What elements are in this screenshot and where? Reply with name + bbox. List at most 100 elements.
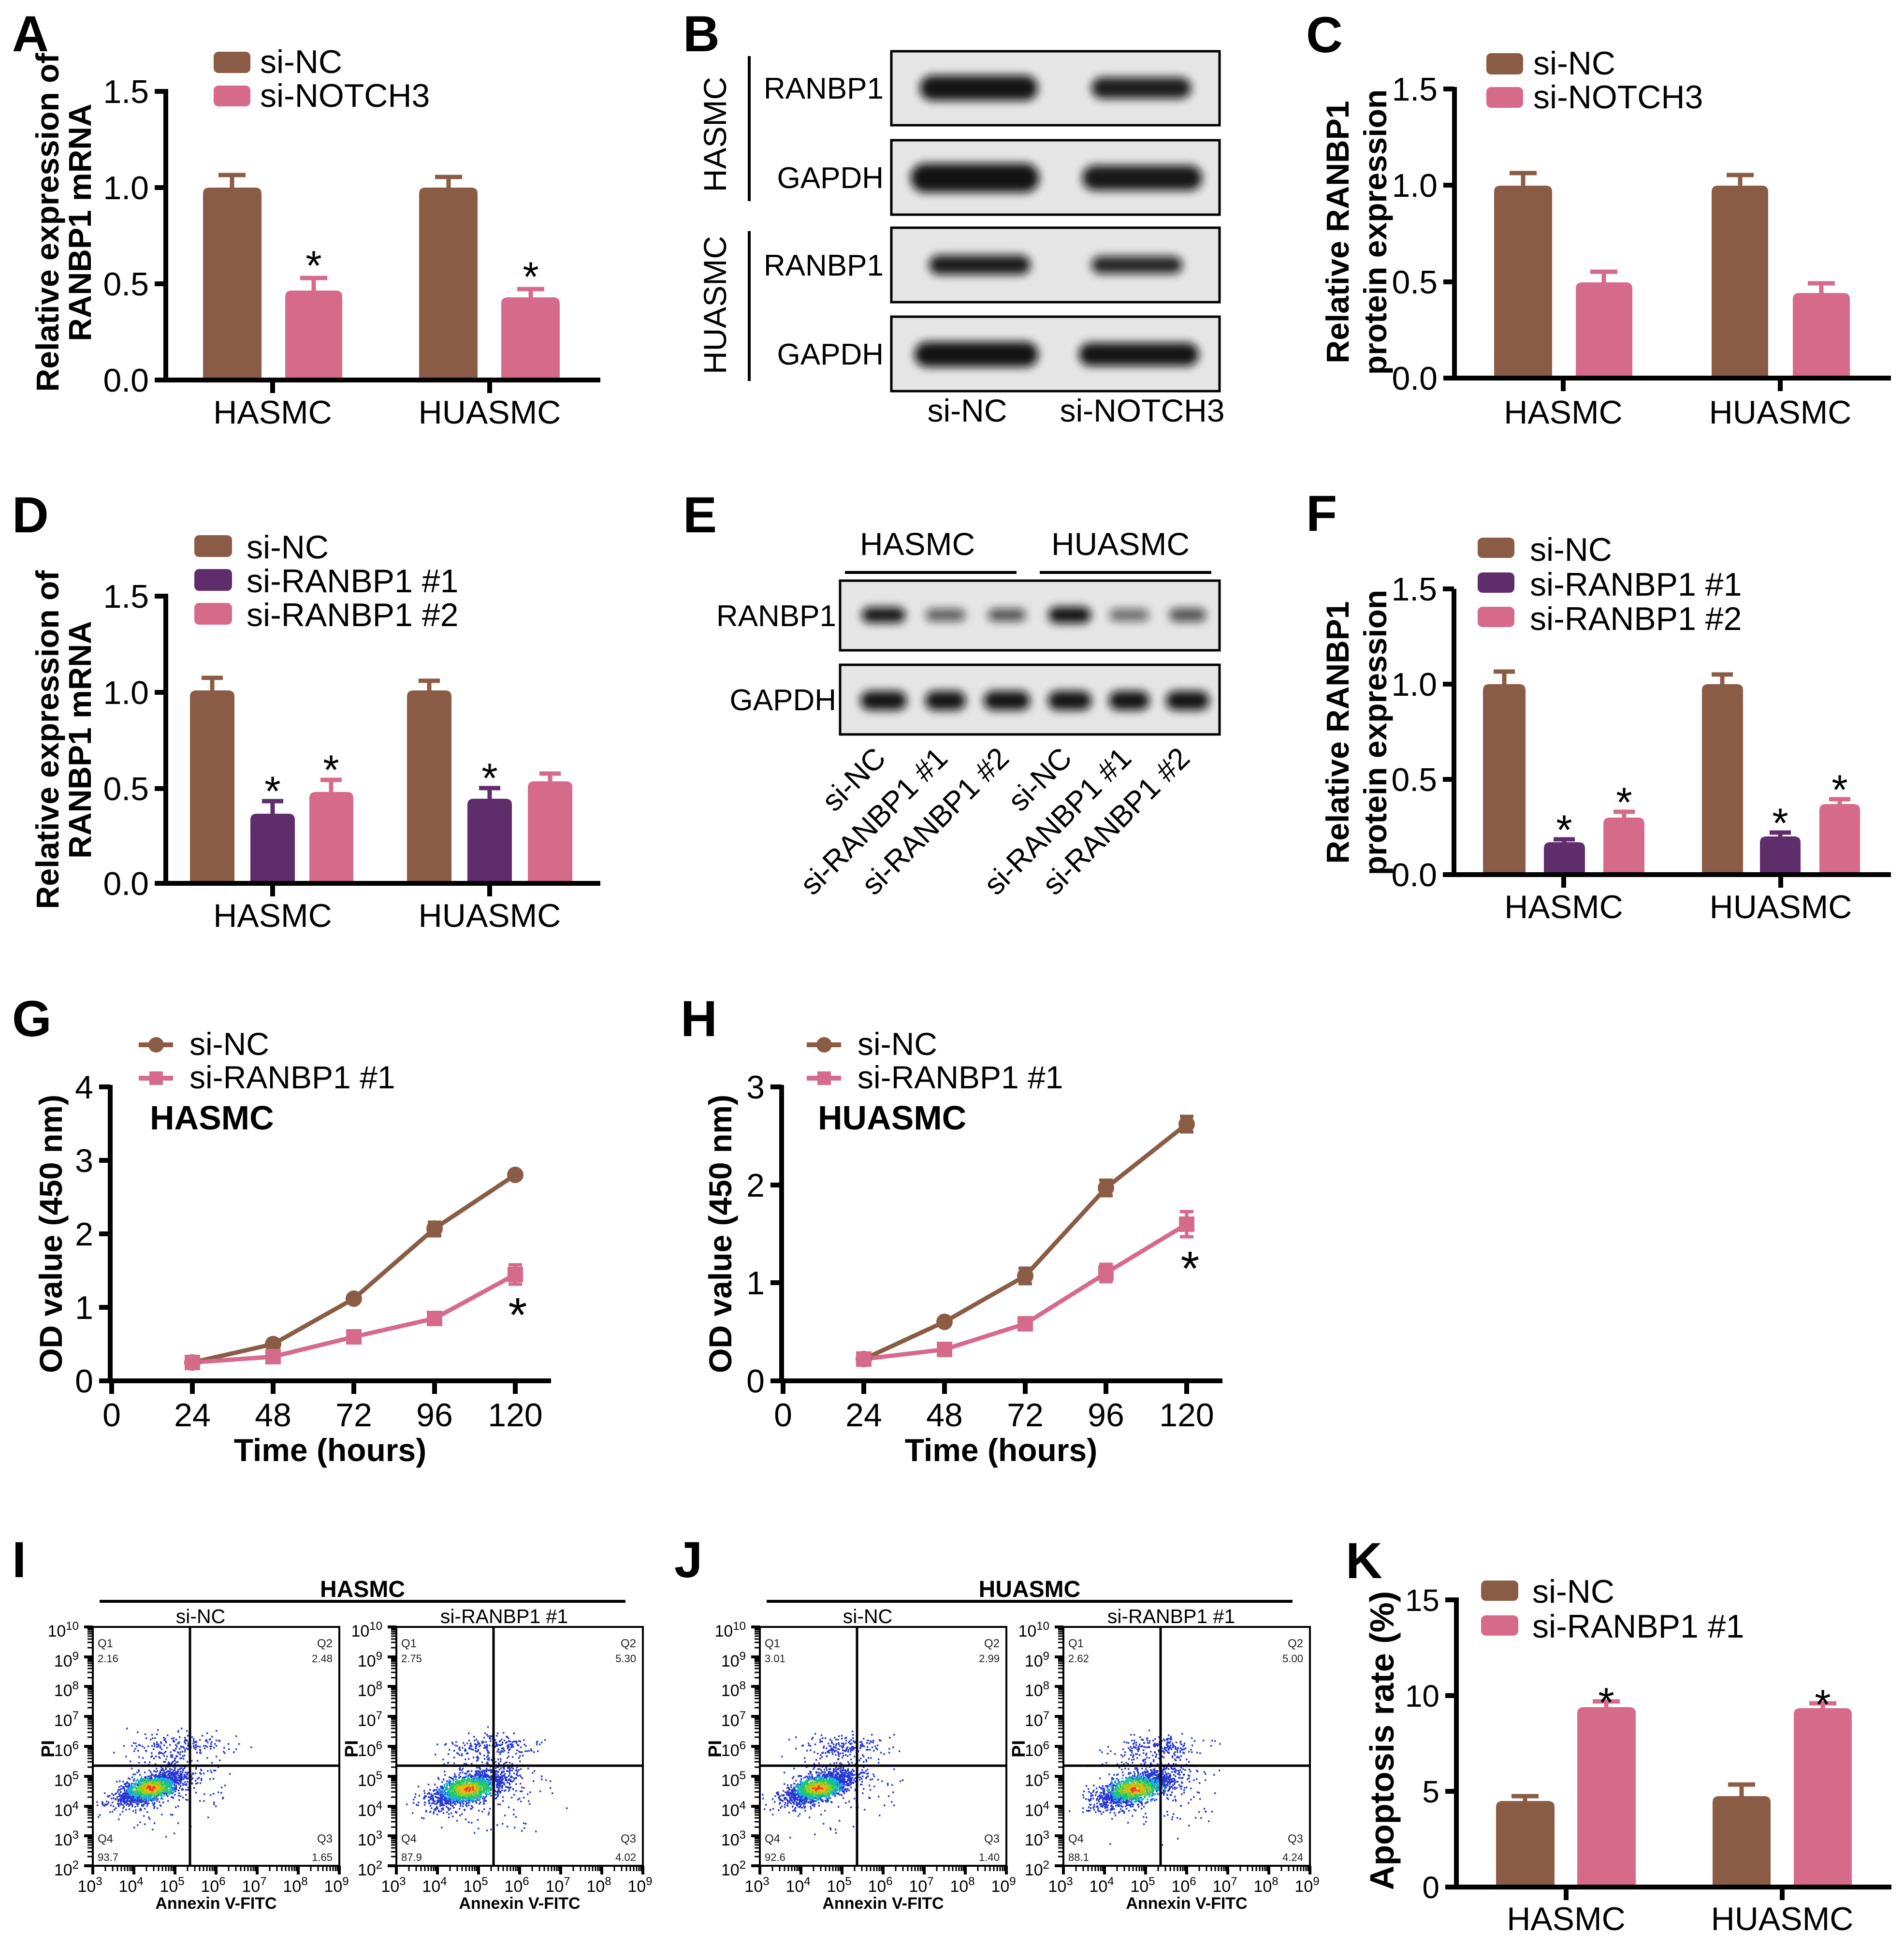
svg-text:2.48: 2.48 xyxy=(312,1653,333,1665)
svg-text:Q4: Q4 xyxy=(765,1832,780,1845)
svg-text:G: G xyxy=(12,991,52,1047)
svg-text:I: I xyxy=(12,1532,26,1588)
svg-text:108: 108 xyxy=(721,1679,746,1700)
svg-text:1.65: 1.65 xyxy=(312,1851,333,1863)
svg-text:1.0: 1.0 xyxy=(1391,666,1437,703)
svg-text:107: 107 xyxy=(54,1709,79,1730)
svg-text:H: H xyxy=(681,991,717,1047)
svg-text:PI: PI xyxy=(342,1740,362,1757)
svg-text:96: 96 xyxy=(1088,1397,1124,1434)
svg-text:1.5: 1.5 xyxy=(103,578,149,615)
svg-text:106: 106 xyxy=(358,1739,382,1760)
svg-text:J: J xyxy=(674,1532,702,1588)
svg-text:1.40: 1.40 xyxy=(979,1851,1000,1863)
svg-text:Relative expression of: Relative expression of xyxy=(29,53,65,392)
svg-text:Time (hours): Time (hours) xyxy=(905,1432,1097,1468)
svg-text:3: 3 xyxy=(75,1142,93,1179)
svg-text:si-RANBP1 #1: si-RANBP1 #1 xyxy=(858,1059,1063,1095)
svg-text:108: 108 xyxy=(1025,1679,1049,1700)
svg-text:102: 102 xyxy=(54,1859,79,1879)
svg-text:PI: PI xyxy=(705,1740,726,1757)
svg-text:0.0: 0.0 xyxy=(1391,857,1437,893)
svg-text:0: 0 xyxy=(102,1397,121,1434)
svg-text:RANBP1 mRNA: RANBP1 mRNA xyxy=(62,621,98,858)
svg-text:103: 103 xyxy=(358,1829,382,1849)
svg-text:HASMC: HASMC xyxy=(213,394,332,431)
svg-text:108: 108 xyxy=(358,1679,382,1700)
svg-text:104: 104 xyxy=(358,1799,382,1820)
svg-text:2.75: 2.75 xyxy=(401,1653,422,1665)
svg-text:PI: PI xyxy=(1009,1740,1029,1757)
svg-text:si-NC: si-NC xyxy=(1532,1573,1614,1610)
svg-text:Annexin V-FITC: Annexin V-FITC xyxy=(822,1894,944,1913)
svg-text:protein expression: protein expression xyxy=(1357,590,1393,876)
svg-text:RANBP1 mRNA: RANBP1 mRNA xyxy=(62,103,98,341)
svg-text:si-RANBP1 #2: si-RANBP1 #2 xyxy=(247,597,458,633)
svg-text:Q3: Q3 xyxy=(317,1832,333,1845)
svg-text:HASMC: HASMC xyxy=(150,1099,274,1137)
svg-text:106: 106 xyxy=(1025,1739,1049,1760)
svg-text:0: 0 xyxy=(746,1363,765,1400)
svg-text:si-NC: si-NC xyxy=(843,1605,892,1627)
svg-text:protein expression: protein expression xyxy=(1357,89,1393,375)
svg-text:*: * xyxy=(1831,767,1847,813)
svg-text:Apoptosis rate (%): Apoptosis rate (%) xyxy=(1363,1591,1401,1890)
svg-text:93.7: 93.7 xyxy=(98,1851,118,1863)
svg-text:102: 102 xyxy=(1025,1859,1049,1879)
svg-text:0.0: 0.0 xyxy=(103,865,149,902)
svg-text:RANBP1: RANBP1 xyxy=(764,72,884,105)
svg-text:103: 103 xyxy=(1048,1875,1073,1896)
svg-text:HUASMC: HUASMC xyxy=(818,1099,966,1137)
svg-text:*: * xyxy=(264,768,280,815)
svg-text:HUASMC: HUASMC xyxy=(697,236,733,374)
svg-text:102: 102 xyxy=(358,1859,382,1879)
svg-text:107: 107 xyxy=(358,1709,382,1730)
svg-text:Time (hours): Time (hours) xyxy=(234,1432,426,1468)
svg-text:2.16: 2.16 xyxy=(98,1653,118,1665)
svg-text:si-NOTCH3: si-NOTCH3 xyxy=(260,77,430,114)
svg-text:si-NC: si-NC xyxy=(928,393,1007,428)
svg-text:4.02: 4.02 xyxy=(615,1851,636,1863)
svg-text:1010: 1010 xyxy=(714,1620,746,1640)
svg-text:HUASMC: HUASMC xyxy=(1710,889,1852,925)
svg-text:*: * xyxy=(305,243,321,289)
svg-text:102: 102 xyxy=(721,1859,746,1879)
svg-text:Q1: Q1 xyxy=(98,1637,113,1650)
svg-text:0: 0 xyxy=(1422,1870,1439,1905)
svg-text:1.0: 1.0 xyxy=(1392,167,1438,204)
svg-text:A: A xyxy=(12,6,49,62)
svg-text:HASMC: HASMC xyxy=(1504,394,1623,431)
svg-text:120: 120 xyxy=(488,1397,542,1434)
svg-text:Relative RANBP1: Relative RANBP1 xyxy=(1320,101,1355,364)
svg-text:105: 105 xyxy=(1025,1769,1049,1790)
svg-text:si-NC: si-NC xyxy=(189,1026,269,1062)
svg-text:Q3: Q3 xyxy=(984,1832,1000,1845)
svg-text:HASMC: HASMC xyxy=(697,77,733,192)
svg-text:si-RANBP1 #1: si-RANBP1 #1 xyxy=(1532,1608,1744,1645)
svg-text:48: 48 xyxy=(255,1397,291,1434)
svg-text:si-RANBP1 #1: si-RANBP1 #1 xyxy=(1107,1605,1235,1627)
svg-text:HUASMC: HUASMC xyxy=(1711,1901,1854,1937)
svg-text:107: 107 xyxy=(721,1709,746,1730)
svg-text:HASMC: HASMC xyxy=(213,897,332,934)
svg-text:si-NOTCH3: si-NOTCH3 xyxy=(1533,79,1703,116)
svg-text:2.62: 2.62 xyxy=(1068,1653,1089,1665)
svg-text:109: 109 xyxy=(1025,1650,1049,1670)
svg-text:si-NC: si-NC xyxy=(176,1605,225,1627)
svg-text:E: E xyxy=(683,487,717,543)
svg-text:107: 107 xyxy=(909,1875,933,1896)
svg-text:0.0: 0.0 xyxy=(1392,360,1438,397)
svg-text:107: 107 xyxy=(1025,1709,1049,1730)
svg-text:1.5: 1.5 xyxy=(103,73,149,110)
svg-text:72: 72 xyxy=(335,1397,372,1434)
svg-text:*: * xyxy=(509,1288,527,1342)
svg-text:1.5: 1.5 xyxy=(1391,571,1437,608)
svg-text:2: 2 xyxy=(75,1216,93,1253)
svg-text:72: 72 xyxy=(1007,1397,1044,1434)
svg-text:105: 105 xyxy=(54,1769,79,1790)
svg-text:1.5: 1.5 xyxy=(1392,71,1438,108)
svg-text:103: 103 xyxy=(744,1875,769,1896)
svg-text:*: * xyxy=(1772,800,1788,847)
svg-text:HASMC: HASMC xyxy=(860,526,975,562)
svg-text:Q2: Q2 xyxy=(621,1637,636,1650)
